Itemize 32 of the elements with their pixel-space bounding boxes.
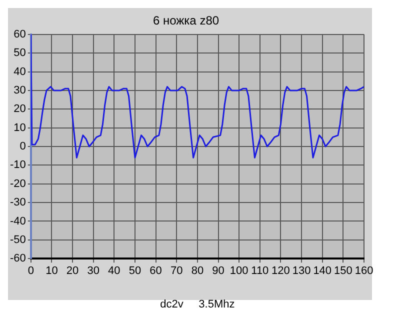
y-tick-label: 0 bbox=[20, 140, 26, 153]
x-tick-label: 30 bbox=[87, 265, 100, 278]
y-tick-label: 60 bbox=[14, 28, 26, 40]
x-tick-label: 40 bbox=[108, 265, 120, 278]
y-tick-label: -20 bbox=[10, 178, 26, 190]
y-tick-label: -30 bbox=[10, 196, 26, 209]
x-tick-label: 110 bbox=[251, 265, 269, 278]
x-tick-label: 100 bbox=[230, 265, 248, 278]
x-tick-label: 150 bbox=[334, 265, 352, 278]
x-tick-label: 120 bbox=[272, 265, 290, 278]
y-tick-label: 50 bbox=[14, 47, 26, 60]
x-tick-label: 130 bbox=[292, 265, 311, 278]
x-tick-label: 50 bbox=[128, 265, 142, 278]
y-tick-label: -40 bbox=[10, 215, 26, 228]
x-tick-label: 160 bbox=[354, 265, 374, 278]
y-tick-label: 40 bbox=[14, 66, 26, 78]
x-axis-title: dc2v 3.5Mhz bbox=[160, 298, 235, 310]
y-tick-label: -50 bbox=[10, 234, 26, 246]
y-tick-label: 30 bbox=[14, 84, 26, 96]
y-tick-label: 10 bbox=[14, 122, 26, 134]
y-tick-label: 20 bbox=[14, 103, 26, 116]
x-tick-label: 0 bbox=[28, 265, 34, 278]
chart-title: 6 ножка z80 bbox=[152, 14, 220, 28]
x-tick-label: 140 bbox=[313, 265, 332, 278]
x-tick-label: 70 bbox=[170, 265, 183, 278]
x-tick-label: 20 bbox=[66, 265, 79, 278]
x-tick-label: 10 bbox=[46, 265, 58, 278]
x-tick-label: 90 bbox=[212, 265, 224, 278]
x-tick-label: 80 bbox=[191, 265, 204, 278]
y-tick-label: -10 bbox=[10, 159, 26, 172]
y-tick-label: -60 bbox=[10, 252, 26, 265]
x-tick-label: 60 bbox=[150, 265, 162, 278]
